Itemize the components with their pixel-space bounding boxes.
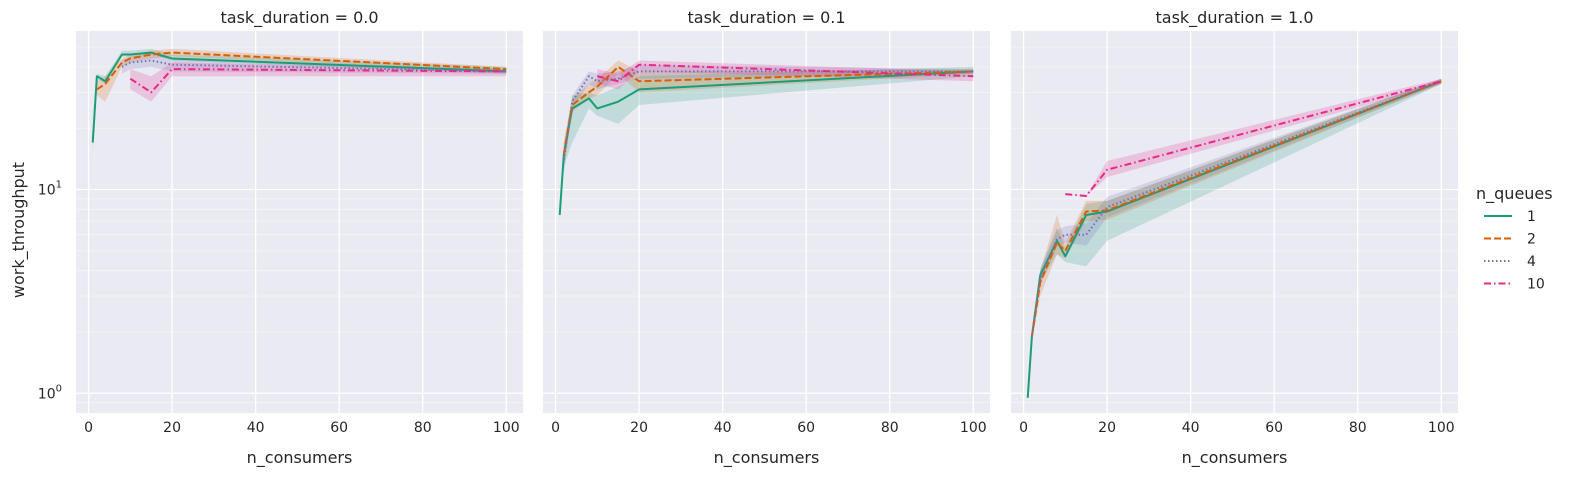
- x-tick-label: 0: [84, 420, 93, 436]
- x-tick-label: 100: [1428, 420, 1455, 436]
- series-line-10: [597, 63, 974, 83]
- series-line-2: [96, 51, 507, 91]
- x-tick-label: 60: [1265, 420, 1283, 436]
- series-line-1: [558, 70, 974, 216]
- series-line-1: [91, 51, 507, 143]
- panels-layer: 0 20 40 60 80 100 100 101 task_duration = 0.0 n_c…: [38, 8, 1458, 468]
- ci-band-2: [96, 48, 507, 102]
- legend-label-2: 2: [1527, 232, 1536, 248]
- x-tick-label: 80: [1349, 420, 1367, 436]
- series-line-10: [129, 68, 507, 94]
- x-axis-label: n_consumers: [714, 448, 820, 468]
- y-axis-label: work_throughput: [9, 162, 29, 298]
- x-tick-label: 60: [797, 420, 815, 436]
- x-tick-label: 0: [551, 420, 560, 436]
- legend: n_queues 1 2 4 10: [1476, 184, 1553, 293]
- series-line-2: [1030, 80, 1442, 337]
- y-tick-label: 101: [38, 180, 62, 199]
- panel-1: 0 20 40 60 80 100 100 101 task_duration = 0.0 n_c…: [38, 8, 523, 468]
- plot-background: [1011, 31, 1458, 413]
- legend-title: n_queues: [1476, 184, 1553, 204]
- panel-title: task_duration = 0.0: [220, 8, 378, 28]
- x-tick-label: 20: [630, 420, 648, 436]
- series-line-10: [1065, 80, 1442, 197]
- x-tick-label: 40: [247, 420, 265, 436]
- x-tick-label: 0: [1019, 420, 1028, 436]
- ci-band-10: [130, 62, 507, 102]
- x-tick-label: 100: [493, 420, 520, 436]
- ci-band-1: [1027, 78, 1442, 398]
- x-tick-label: 60: [330, 420, 348, 436]
- x-tick-label: 100: [960, 420, 987, 436]
- ci-band-10: [597, 60, 974, 90]
- y-tick-label: 100: [38, 383, 62, 402]
- plot-background: [543, 31, 990, 413]
- panel-title: task_duration = 0.1: [687, 8, 845, 28]
- legend-label-4: 4: [1527, 254, 1536, 270]
- ci-band-2: [563, 60, 974, 167]
- x-tick-label: 80: [414, 420, 432, 436]
- panel-2: 0 20 40 60 80 100 task_duration = 0.1 n_consume…: [543, 8, 990, 468]
- panel-3: 0 20 40 60 80 100 task_duration = 1.0 n_consume…: [1011, 8, 1458, 468]
- x-tick-label: 20: [1098, 420, 1116, 436]
- x-tick-label: 40: [1182, 420, 1200, 436]
- x-axis-label: n_consumers: [1182, 448, 1288, 468]
- series-line-2: [562, 65, 974, 154]
- ci-band-10: [1065, 78, 1442, 196]
- x-tick-label: 40: [714, 420, 732, 436]
- legend-label-10: 10: [1527, 277, 1545, 293]
- ci-band-4: [563, 64, 974, 174]
- panel-title: task_duration = 1.0: [1155, 8, 1313, 28]
- x-tick-label: 20: [163, 420, 181, 436]
- x-tick-label: 80: [881, 420, 899, 436]
- plot-background: [76, 31, 523, 413]
- x-axis-label: n_consumers: [247, 448, 353, 468]
- legend-label-1: 1: [1527, 209, 1536, 225]
